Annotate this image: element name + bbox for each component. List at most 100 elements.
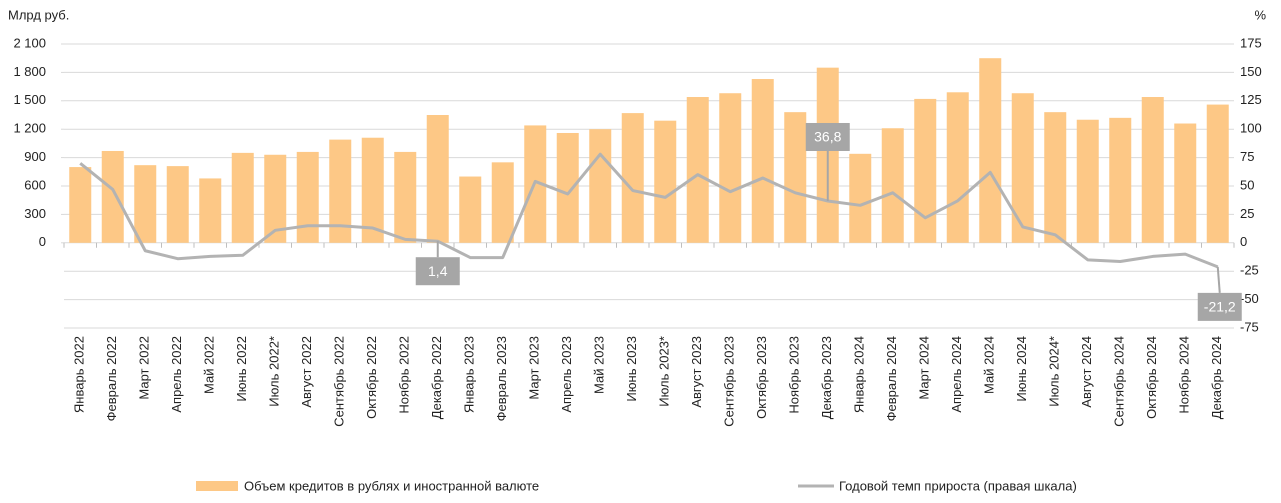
- y2-tick-label: -25: [1240, 263, 1259, 278]
- bar: [69, 167, 92, 243]
- x-tick-label: Октябрь 2023: [754, 336, 769, 419]
- x-tick-label: Август 2022: [299, 336, 314, 408]
- bar: [166, 166, 189, 243]
- y2-tick-label: 75: [1240, 149, 1254, 164]
- y2-tick-label: 0: [1240, 234, 1247, 249]
- x-tick-label: Сентябрь 2022: [332, 336, 347, 427]
- y2-tick-label: 50: [1240, 177, 1254, 192]
- bar: [686, 97, 709, 243]
- y-tick-label: 300: [24, 206, 46, 221]
- x-tick-label: Октябрь 2022: [364, 336, 379, 419]
- x-tick-label: Июль 2023*: [657, 336, 672, 407]
- y-tick-label: 2 100: [13, 35, 46, 50]
- x-tick-label: Январь 2024: [852, 336, 867, 413]
- label-box: [805, 122, 850, 151]
- x-tick-label: Февраль 2022: [104, 336, 119, 421]
- y2-tick-label: 175: [1240, 35, 1262, 50]
- x-tick-label: Декабрь 2022: [429, 336, 444, 419]
- x-tick-label: Март 2022: [137, 336, 152, 400]
- y-tick-label: 1 500: [13, 92, 46, 107]
- legend-swatch: [196, 481, 238, 491]
- x-tick-label: Октябрь 2024: [1144, 336, 1159, 419]
- bar: [361, 137, 384, 243]
- bar: [621, 113, 644, 243]
- y2-axis-label: %: [1254, 7, 1266, 22]
- y2-tick-label: -50: [1240, 291, 1259, 306]
- x-tick-label: Декабрь 2023: [819, 336, 834, 419]
- y-tick-label: 1 800: [13, 64, 46, 79]
- x-tick-label: Февраль 2024: [884, 336, 899, 421]
- x-tick-label: Июнь 2022: [234, 336, 249, 402]
- bar: [296, 151, 319, 243]
- bar: [1206, 104, 1229, 243]
- bar: [1141, 97, 1164, 243]
- x-tick-label: Ноябрь 2023: [787, 336, 802, 414]
- x-tick-label: Ноябрь 2022: [397, 336, 412, 414]
- bar: [459, 176, 482, 243]
- bar: [134, 165, 157, 243]
- x-tick-label: Июнь 2023: [624, 336, 639, 402]
- bar: [1109, 117, 1132, 243]
- y2-tick-label: 25: [1240, 206, 1254, 221]
- bar: [654, 120, 677, 243]
- x-tick-label: Ноябрь 2024: [1177, 336, 1192, 414]
- bar: [231, 152, 254, 243]
- bar: [914, 98, 937, 243]
- bar: [1076, 119, 1099, 243]
- x-tick-label: Январь 2022: [72, 336, 87, 413]
- x-tick-label: Сентябрь 2023: [722, 336, 737, 427]
- x-tick-label: Апрель 2023: [559, 336, 574, 413]
- x-tick-label: Февраль 2023: [494, 336, 509, 421]
- x-tick-label: Июнь 2024: [1014, 336, 1029, 402]
- y2-tick-label: 125: [1240, 92, 1262, 107]
- bar: [101, 150, 124, 243]
- bar: [589, 129, 612, 243]
- x-tick-label: Июль 2024*: [1047, 336, 1062, 407]
- bar: [719, 93, 742, 243]
- data-label: 36,8: [814, 129, 841, 145]
- bar: [329, 139, 352, 243]
- x-tick-label: Май 2023: [592, 336, 607, 394]
- x-tick-label: Март 2024: [917, 336, 932, 400]
- line: [79, 152, 1219, 269]
- y2-tick-label: -75: [1240, 319, 1259, 334]
- x-tick-label: Сентябрь 2024: [1112, 336, 1127, 427]
- bar: [946, 92, 969, 243]
- x-tick-label: Апрель 2022: [169, 336, 184, 413]
- bar: [394, 151, 417, 243]
- x-tick-label: Апрель 2024: [949, 336, 964, 413]
- x-tick-label: Май 2022: [202, 336, 217, 394]
- label-box: [415, 257, 460, 286]
- data-label: -21,2: [1204, 299, 1236, 315]
- y-tick-label: 0: [39, 234, 46, 249]
- bar: [784, 112, 807, 243]
- bar: [426, 115, 449, 243]
- bar: [491, 162, 514, 243]
- label-box: [1197, 292, 1242, 321]
- bar: [264, 154, 287, 243]
- bar: [556, 132, 579, 243]
- x-tick-label: Январь 2023: [462, 336, 477, 413]
- y-axis-label: Млрд руб.: [8, 7, 69, 22]
- data-label: 1,4: [428, 263, 448, 279]
- x-tick-label: Март 2023: [527, 336, 542, 400]
- y2-tick-label: 100: [1240, 121, 1262, 136]
- legend-label: Объем кредитов в рублях и иностранной ва…: [244, 478, 539, 493]
- bar: [1174, 123, 1197, 243]
- bar: [881, 128, 904, 243]
- bar: [199, 178, 222, 243]
- y-tick-label: 1 200: [13, 121, 46, 136]
- bar: [979, 58, 1002, 243]
- bar: [1044, 112, 1067, 243]
- x-tick-label: Июль 2022*: [267, 336, 282, 407]
- x-tick-label: Декабрь 2024: [1209, 336, 1224, 419]
- x-tick-label: Август 2024: [1079, 336, 1094, 408]
- y-tick-label: 600: [24, 177, 46, 192]
- y2-tick-label: 150: [1240, 64, 1262, 79]
- y-tick-label: 900: [24, 149, 46, 164]
- legend-label: Годовой темп прироста (правая шкала): [839, 478, 1077, 493]
- x-tick-label: Май 2024: [982, 336, 997, 394]
- bar: [849, 153, 872, 243]
- label-leader: [1216, 266, 1221, 293]
